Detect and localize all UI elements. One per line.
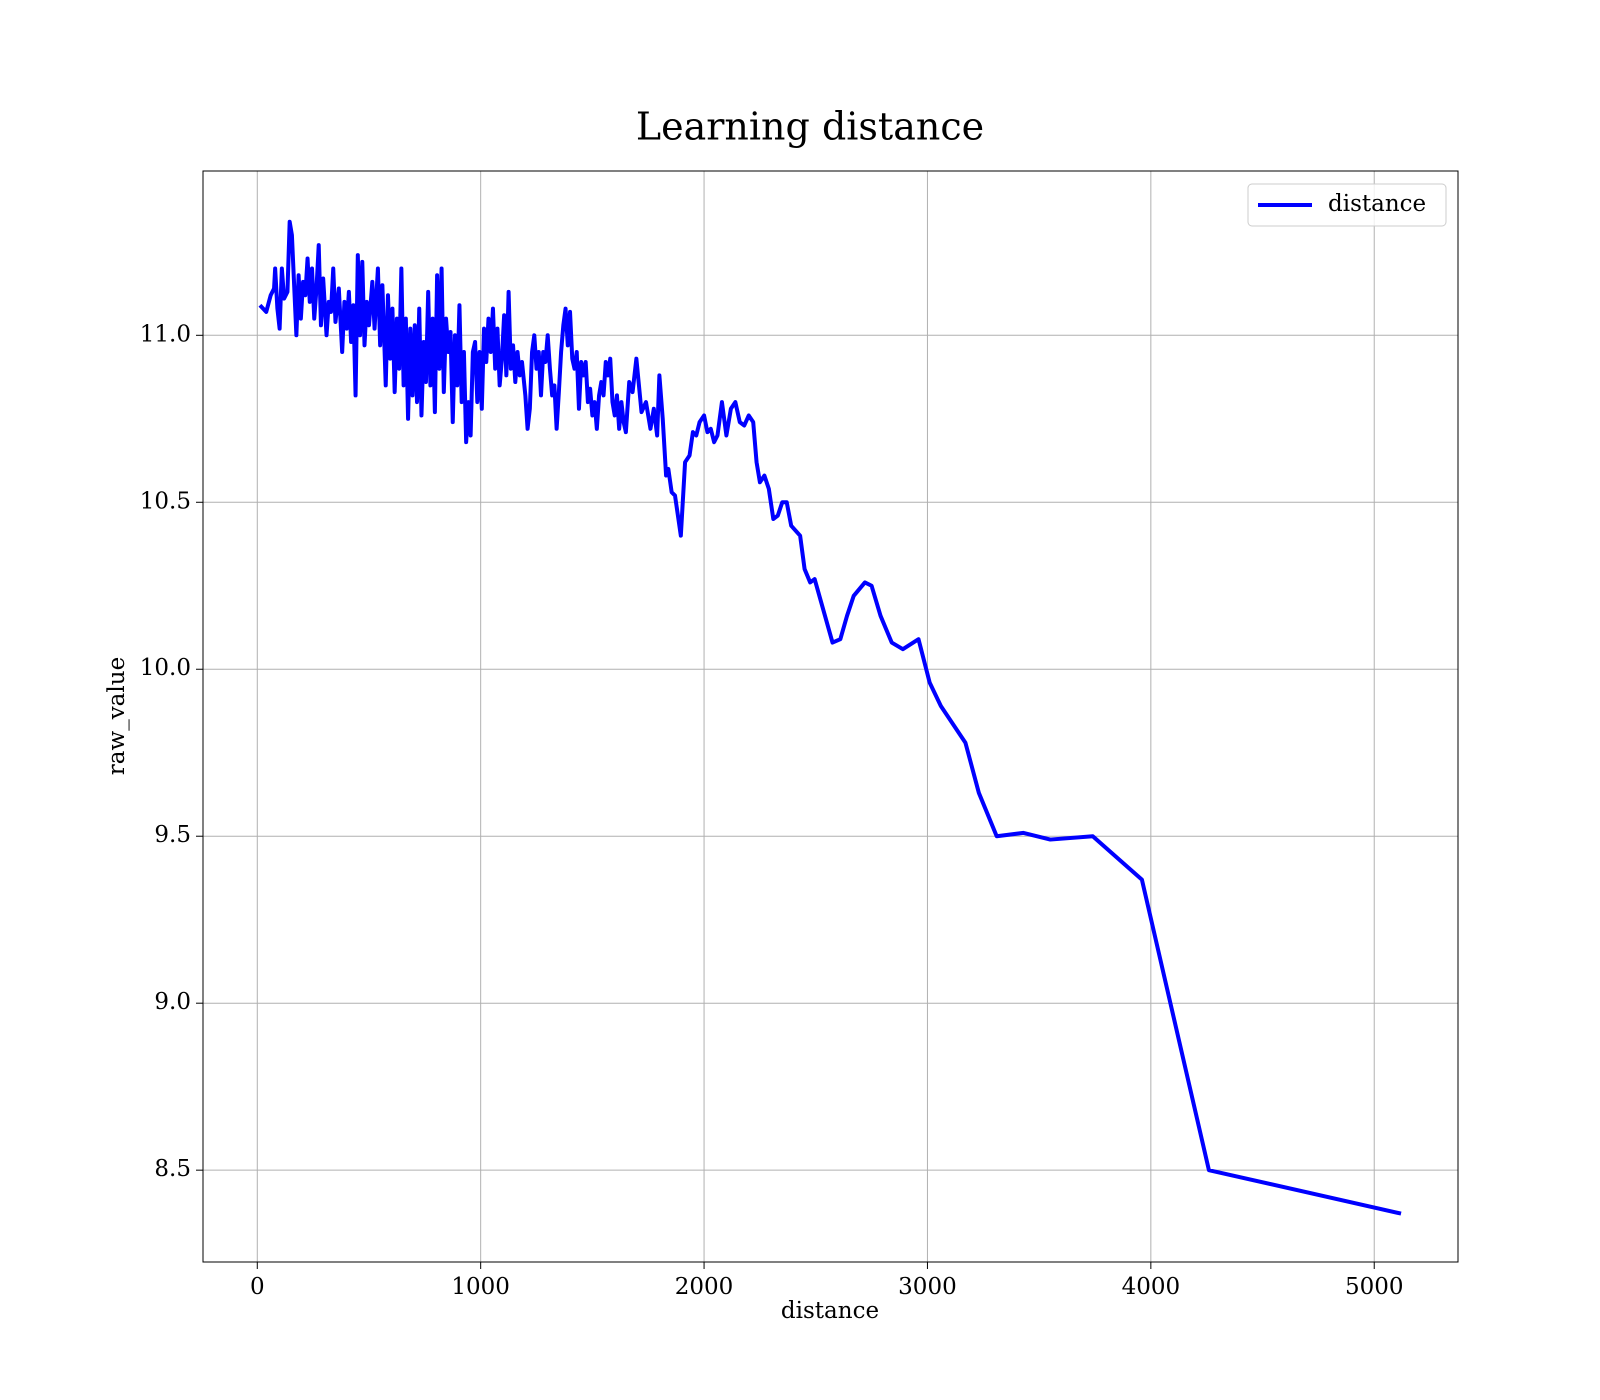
x-tick-label: 4000: [1122, 1274, 1181, 1300]
y-tick-label: 9.0: [154, 989, 191, 1015]
y-tick-label: 9.5: [154, 822, 191, 848]
legend-label: distance: [1328, 191, 1426, 217]
x-axis-label: distance: [781, 1298, 879, 1324]
plot-frame: [202, 170, 1459, 1263]
legend-box: [1247, 183, 1447, 227]
y-axis-label: raw_value: [104, 657, 130, 775]
data-line: [258, 219, 1402, 1216]
y-tick-label: 10.5: [140, 488, 191, 514]
x-tick-label: 5000: [1345, 1274, 1404, 1300]
x-tick-label: 1000: [451, 1274, 510, 1300]
y-tick-label: 8.5: [154, 1156, 191, 1182]
x-tick-label: 2000: [675, 1274, 734, 1300]
x-tick-label: 3000: [898, 1274, 957, 1300]
y-tick-label: 11.0: [140, 321, 191, 347]
x-tick-label: 0: [250, 1274, 265, 1300]
y-tick-label: 10.0: [140, 655, 191, 681]
chart-title: Learning distance: [636, 105, 984, 149]
